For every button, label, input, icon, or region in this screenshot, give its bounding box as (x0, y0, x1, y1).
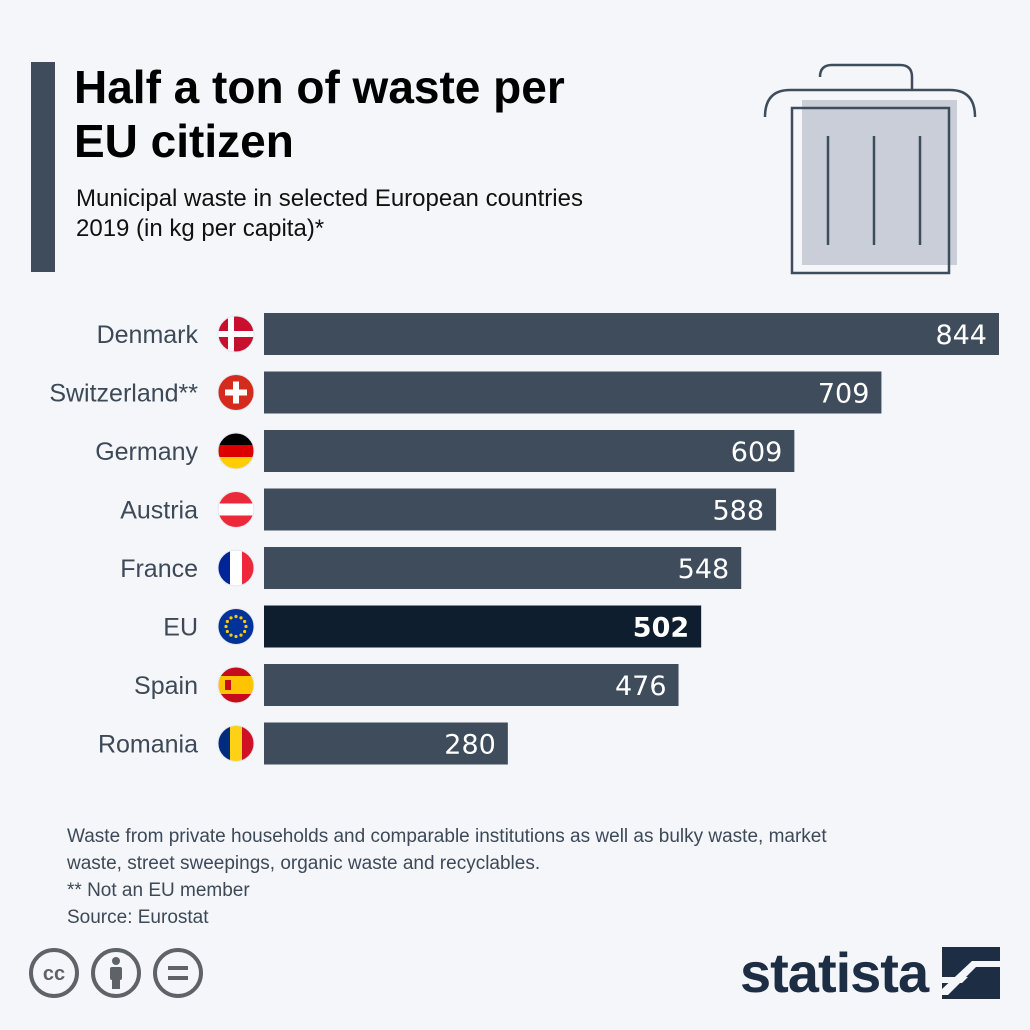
svg-text:cc: cc (43, 963, 65, 985)
value-label-germany: 609 (731, 437, 783, 468)
bar-germany (264, 430, 795, 472)
bar-france (264, 547, 742, 589)
flag-austria-icon (217, 491, 255, 528)
title-accent-bar (31, 62, 55, 272)
creative-commons-icon[interactable]: cc (28, 947, 80, 999)
flag-spain-icon (217, 666, 255, 704)
bar-switzerland (264, 371, 882, 414)
value-label-austria: 588 (713, 496, 765, 527)
no-derivatives-icon[interactable] (152, 947, 204, 999)
source-note: Source: Eurostat (67, 907, 209, 928)
flag-denmark-icon (217, 315, 255, 353)
category-label-switzerland: Switzerland** (49, 380, 198, 408)
flag-germany-icon (217, 432, 255, 470)
flag-romania-icon (217, 725, 255, 762)
value-label-switzerland: 709 (818, 379, 870, 410)
chart-subtitle: Municipal waste in selected European cou… (76, 185, 583, 242)
category-label-spain: Spain (134, 672, 198, 700)
footnote-non-eu: ** Not an EU member (67, 880, 250, 901)
category-label-france: France (120, 555, 198, 583)
statista-logo[interactable]: statista (740, 940, 1001, 1006)
bar-romania (264, 722, 508, 765)
logo-text: statista (740, 941, 929, 1004)
category-label-romania: Romania (98, 731, 198, 759)
bar-spain (264, 664, 679, 706)
flag-france-icon (217, 549, 255, 587)
chart-notes: Waste from private households and compar… (67, 823, 867, 931)
trash-can-icon (763, 63, 977, 275)
bar-austria (264, 488, 777, 531)
bar-eu (264, 605, 702, 648)
category-label-eu: EU (163, 614, 198, 642)
value-label-eu: 502 (633, 613, 689, 644)
flag-eu-icon (217, 608, 255, 645)
attribution-icon[interactable] (90, 947, 142, 999)
bar-chart: 844 Denmark 709 Switzerland** 609 Germany 588 A… (49, 313, 999, 765)
value-label-france: 548 (678, 554, 730, 585)
license-icons: cc (28, 947, 204, 999)
value-label-romania: 280 (444, 730, 496, 761)
statista-logo-icon (942, 947, 1001, 999)
value-label-denmark: 844 (935, 320, 987, 351)
category-label-austria: Austria (120, 497, 198, 525)
bar-denmark (264, 313, 999, 355)
value-label-spain: 476 (615, 671, 667, 702)
category-label-denmark: Denmark (97, 321, 199, 349)
flag-switzerland-icon (217, 374, 255, 411)
footnote-definition: Waste from private households and compar… (67, 826, 827, 874)
chart-title: Half a ton of waste per EU citizen (74, 61, 565, 167)
category-label-germany: Germany (95, 438, 198, 466)
